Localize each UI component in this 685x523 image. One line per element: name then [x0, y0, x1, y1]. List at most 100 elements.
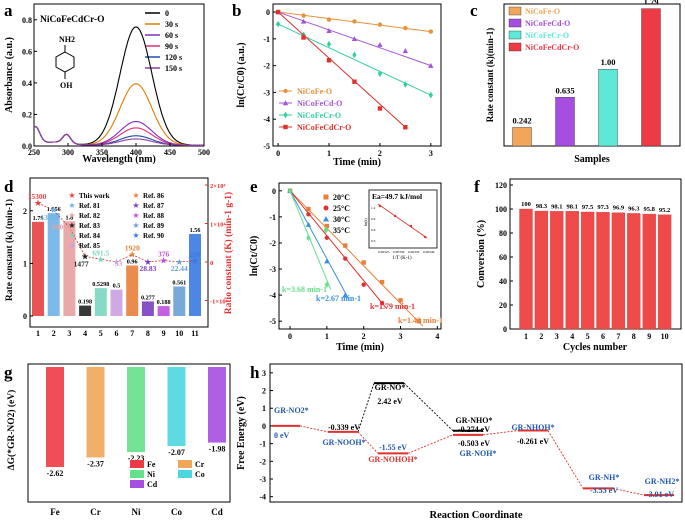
legend-star-icon: ★ — [132, 191, 139, 200]
bar-value-label: 98.3 — [536, 203, 548, 210]
bar-value-label: 1.00 — [601, 57, 616, 67]
energy-value-label: 0 eV — [274, 431, 290, 440]
nitrophenol-structure-icon — [55, 45, 75, 79]
e-xtick-label: 2 — [362, 332, 366, 341]
panel-h-xlabel: Reaction Coordinate — [429, 510, 522, 521]
e-ytick-label: -3 — [269, 265, 276, 274]
data-point — [342, 292, 348, 298]
rate-bar — [173, 286, 186, 316]
f-xtick-label: 8 — [632, 332, 636, 341]
ratio-star-marker: ★ — [112, 257, 120, 267]
d-right-tick-label: 2×10⁴ — [210, 183, 225, 190]
conversion-bar — [534, 210, 549, 330]
h-ytick-label: 0 — [262, 422, 266, 431]
e-ytick-label: 0 — [272, 187, 276, 196]
d-xtick-label: 1 — [36, 329, 40, 338]
legend-star-icon: ★ — [132, 201, 139, 210]
rate-bar — [189, 233, 201, 316]
ratio-star-marker: ★ — [191, 256, 199, 266]
data-point — [343, 243, 348, 248]
intermediate-label: GR-NHOH* — [511, 423, 554, 432]
intermediate-label: GR-NO2* — [274, 406, 309, 415]
data-point — [324, 235, 330, 240]
e-xtick-label: 3 — [399, 332, 403, 341]
panel-f-frame — [509, 178, 682, 330]
data-point — [326, 58, 332, 63]
e-xtick-label: 4 — [435, 332, 439, 341]
bar-value-label: 98.1 — [567, 203, 578, 210]
intermediate-label: GR-NOHOH* — [368, 455, 417, 464]
legend-star-icon: ★ — [132, 221, 139, 230]
panel-c-plot: 0.242 0.635 1.00 1.79 — [512, 0, 661, 147]
ratio-star-marker: ★ — [34, 198, 42, 208]
inset-point — [393, 214, 397, 218]
panel-f-xlabel: Cycles number — [563, 342, 628, 353]
energy-value-label: -3.91 eV — [646, 490, 674, 499]
data-point — [428, 29, 434, 34]
panel-a-frame — [33, 3, 205, 147]
legend-label: 20°C — [333, 193, 350, 202]
legend-label: 35°C — [333, 226, 350, 235]
ratio-value-label: 28.83 — [139, 264, 156, 273]
inset-xtick-3: 0.00335 — [408, 250, 420, 254]
f-ytick-label: 60 — [499, 253, 507, 262]
panel-letter-d: d — [4, 177, 14, 196]
b-xtick-label: 1 — [327, 149, 331, 158]
inset-ytick-3: 0.6 — [371, 228, 376, 232]
d-right-tick-label: -1×10⁴ — [210, 299, 228, 306]
data-point — [377, 106, 383, 111]
legend-label: Fe — [147, 460, 156, 469]
data-point — [351, 36, 358, 42]
legend-label: Ref. 84 — [79, 232, 100, 240]
data-point — [306, 234, 311, 241]
a-xtick-label: 450 — [164, 148, 176, 157]
e-ytick-label: -2 — [269, 239, 276, 248]
d-xtick-label: 8 — [146, 329, 150, 338]
inset-xtick-2: 0.00330 — [393, 250, 405, 254]
legend-swatch — [130, 460, 144, 468]
rate-bar — [94, 288, 107, 316]
intermediate-label: GR-NH* — [589, 473, 620, 482]
ratio-star-marker: ★ — [50, 205, 58, 215]
legend-label: Ref. 89 — [143, 222, 164, 230]
d-ytick-label: 0 — [23, 312, 27, 321]
b-ytick-label: -1 — [263, 35, 270, 44]
f-ytick-label: 20 — [499, 301, 507, 310]
inset-ytick-4: 0.3 — [371, 239, 376, 243]
legend-label: NiCoFe-O — [297, 87, 332, 96]
legend-star-icon: ★ — [68, 231, 75, 240]
d-ytick-label: 1 — [23, 259, 27, 268]
legend-marker — [283, 111, 288, 119]
fit-line — [289, 190, 387, 309]
legend-star-icon: ★ — [68, 211, 75, 220]
panel-letter-a: a — [4, 1, 13, 20]
bar-value-label: 0.242 — [512, 115, 531, 125]
panel-f-plot: 100198.3298.1398.1497.5597.3696.9796.389… — [495, 181, 672, 341]
ratio-star-marker: ★ — [144, 257, 152, 267]
panel-b-xlabel: Time (min) — [333, 157, 381, 168]
bar-value-label: 0.5298 — [92, 281, 109, 288]
bar-value-label: 96.9 — [613, 205, 625, 212]
bar-value-label: 1.8 — [66, 214, 74, 221]
a-ytick-label: 0.8 — [22, 16, 32, 25]
data-point — [377, 22, 383, 27]
bar-value-label: 98.1 — [551, 203, 562, 210]
legend-label: NiCoFeCdCr-O — [297, 123, 351, 132]
ratio-star-marker: ★ — [160, 256, 168, 266]
data-point — [324, 258, 330, 264]
a-ytick-label: 0.2 — [22, 110, 32, 119]
inset-ytick-1: 1.2 — [371, 206, 376, 210]
data-point — [377, 42, 383, 47]
a-xtick-label: 400 — [130, 148, 142, 157]
data-point — [398, 298, 403, 303]
ratio-value-label: 33 — [115, 259, 123, 268]
legend-star-icon: ★ — [68, 201, 75, 210]
e-xtick-label: 0 — [288, 332, 292, 341]
d-xtick-label: 4 — [83, 329, 87, 338]
legend-label: NiCoFeCd-O — [297, 99, 342, 108]
panel-a-ticks: 250 300 350 400 450 500 0.0 0.2 0.4 0.6 0.8 — [22, 16, 210, 157]
reaction-path-connector — [482, 430, 519, 436]
bar-value-label: 1.56 — [190, 227, 201, 234]
panel-e-xlabel: Time (min) — [336, 342, 384, 353]
